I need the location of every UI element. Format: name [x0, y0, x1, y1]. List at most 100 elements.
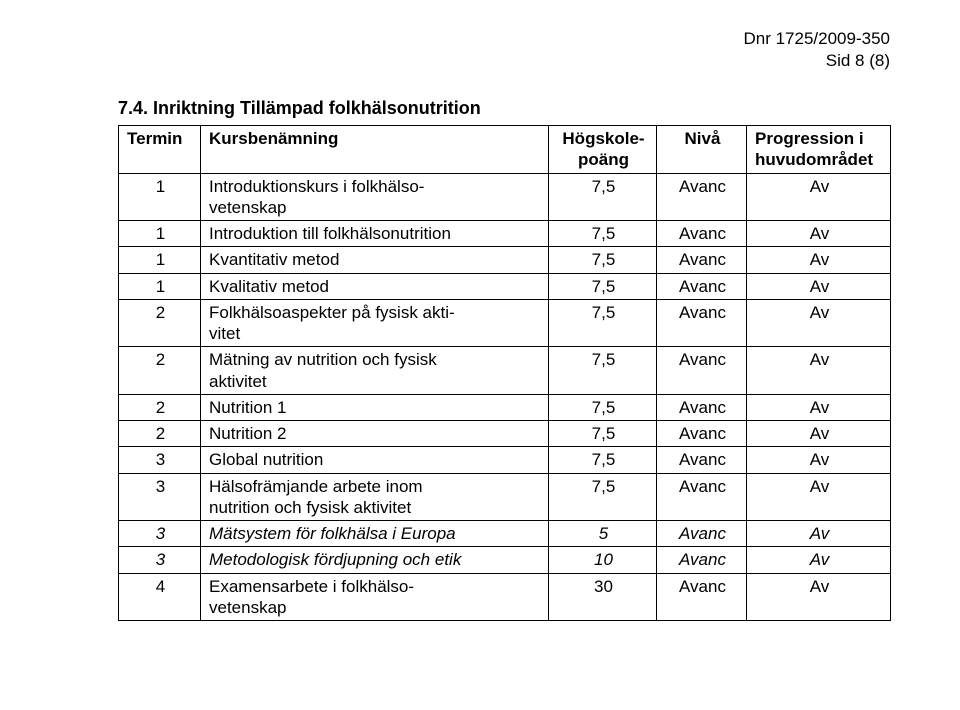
cell-poang: 7,5: [549, 273, 657, 299]
table-row: 2Folkhälsoaspekter på fysisk akti-vitet7…: [119, 299, 891, 347]
cell-progression: Av: [747, 447, 891, 473]
cell-kurs-line1: Introduktionskurs i folkhälso-: [209, 176, 542, 197]
page-number-label: Sid 8 (8): [118, 50, 890, 72]
table-row: 3 Metodologisk fördjupning och etik 10Avan…: [119, 547, 891, 573]
dnr-label: Dnr 1725/2009-350: [118, 28, 890, 50]
table-row: 1Introduktionskurs i folkhälso-vetenskap…: [119, 173, 891, 221]
table-row: 1 Kvalitativ metod 7,5AvancAv: [119, 273, 891, 299]
col-prog: Progression i huvudområdet: [747, 126, 891, 174]
table-body: 1Introduktionskurs i folkhälso-vetenskap…: [119, 173, 891, 621]
table-header-row: Termin Kursbenämning Högskole- poäng Niv…: [119, 126, 891, 174]
table-row: 3Hälsofrämjande arbete inomnutrition och…: [119, 473, 891, 521]
cell-niva: Avanc: [657, 173, 747, 221]
table-row: 1Kvantitativ metod7,5AvancAv: [119, 247, 891, 273]
cell-progression: Av: [747, 421, 891, 447]
cell-niva: Avanc: [657, 573, 747, 621]
cell-poang: 7,5: [549, 347, 657, 395]
col-poang-line2: poäng: [557, 149, 650, 170]
cell-kurs: Folkhälsoaspekter på fysisk akti-vitet: [201, 299, 549, 347]
cell-kurs-line1: Hälsofrämjande arbete inom: [209, 476, 542, 497]
cell-kurs: Mätsystem för folkhälsa i Europa: [201, 521, 549, 547]
cell-kurs-line1: Metodologisk fördjupning och etik: [209, 549, 542, 570]
cell-niva: Avanc: [657, 299, 747, 347]
table-row: 2Nutrition 27,5AvancAv: [119, 421, 891, 447]
cell-termin: 1: [119, 221, 201, 247]
document-page: Dnr 1725/2009-350 Sid 8 (8) 7.4. Inriktn…: [0, 0, 960, 710]
cell-poang: 7,5: [549, 394, 657, 420]
cell-kurs-line1: Kvantitativ metod: [209, 249, 542, 270]
cell-termin: 3: [119, 547, 201, 573]
cell-kurs-line1: Folkhälsoaspekter på fysisk akti-: [209, 302, 542, 323]
cell-termin: 1: [119, 247, 201, 273]
cell-niva: Avanc: [657, 447, 747, 473]
cell-kurs: Nutrition 2: [201, 421, 549, 447]
section-title: 7.4. Inriktning Tillämpad folkhälsonutri…: [118, 98, 890, 119]
col-niva: Nivå: [657, 126, 747, 174]
cell-poang: 7,5: [549, 173, 657, 221]
cell-termin: 4: [119, 573, 201, 621]
cell-termin: 2: [119, 421, 201, 447]
cell-termin: 1: [119, 273, 201, 299]
cell-niva: Avanc: [657, 273, 747, 299]
cell-kurs-line2: vetenskap: [209, 197, 542, 218]
col-poang-line1: Högskole-: [557, 128, 650, 149]
cell-niva: Avanc: [657, 247, 747, 273]
cell-poang: 5: [549, 521, 657, 547]
cell-kurs-line1: Nutrition 1: [209, 397, 542, 418]
cell-kurs-line2: vitet: [209, 323, 542, 344]
cell-progression: Av: [747, 221, 891, 247]
cell-progression: Av: [747, 473, 891, 521]
curriculum-table: Termin Kursbenämning Högskole- poäng Niv…: [118, 125, 891, 621]
col-poang: Högskole- poäng: [549, 126, 657, 174]
cell-kurs: Metodologisk fördjupning och etik: [201, 547, 549, 573]
cell-poang: 7,5: [549, 421, 657, 447]
table-row: 4Examensarbete i folkhälso-vetenskap30Av…: [119, 573, 891, 621]
cell-kurs-line2: aktivitet: [209, 371, 542, 392]
cell-progression: Av: [747, 247, 891, 273]
cell-progression: Av: [747, 547, 891, 573]
cell-poang: 7,5: [549, 473, 657, 521]
cell-kurs-line1: Examensarbete i folkhälso-: [209, 576, 542, 597]
cell-progression: Av: [747, 521, 891, 547]
cell-niva: Avanc: [657, 394, 747, 420]
header-right: Dnr 1725/2009-350 Sid 8 (8): [118, 28, 890, 72]
cell-termin: 2: [119, 394, 201, 420]
cell-kurs-line2: vetenskap: [209, 597, 542, 618]
cell-kurs: Nutrition 1: [201, 394, 549, 420]
cell-kurs: Introduktionskurs i folkhälso-vetenskap: [201, 173, 549, 221]
cell-kurs-line1: Mätning av nutrition och fysisk: [209, 349, 542, 370]
cell-kurs: Kvantitativ metod: [201, 247, 549, 273]
cell-termin: 3: [119, 521, 201, 547]
cell-progression: Av: [747, 573, 891, 621]
cell-termin: 3: [119, 473, 201, 521]
cell-poang: 7,5: [549, 299, 657, 347]
cell-poang: 7,5: [549, 221, 657, 247]
col-prog-line2: huvudområdet: [755, 149, 884, 170]
table-row: 3Mätsystem för folkhälsa i Europa5AvancA…: [119, 521, 891, 547]
cell-progression: Av: [747, 347, 891, 395]
cell-progression: Av: [747, 299, 891, 347]
cell-termin: 3: [119, 447, 201, 473]
cell-niva: Avanc: [657, 221, 747, 247]
cell-kurs-line1: Global nutrition: [209, 449, 542, 470]
cell-niva: Avanc: [657, 347, 747, 395]
cell-kurs: Mätning av nutrition och fysiskaktivitet: [201, 347, 549, 395]
section-number: 7.4.: [118, 98, 148, 118]
cell-poang: 7,5: [549, 447, 657, 473]
cell-kurs: Hälsofrämjande arbete inomnutrition och …: [201, 473, 549, 521]
cell-kurs-line1: Mätsystem för folkhälsa i Europa: [209, 523, 542, 544]
cell-kurs-line1: Kvalitativ metod: [209, 276, 542, 297]
cell-poang: 30: [549, 573, 657, 621]
table-row: 3 Global nutrition 7,5AvancAv: [119, 447, 891, 473]
table-row: 1 Introduktion till folkhälsonutrition 7,5…: [119, 221, 891, 247]
cell-kurs-line1: Introduktion till folkhälsonutrition: [209, 223, 542, 244]
col-termin: Termin: [119, 126, 201, 174]
cell-progression: Av: [747, 173, 891, 221]
cell-niva: Avanc: [657, 421, 747, 447]
cell-niva: Avanc: [657, 547, 747, 573]
cell-poang: 10: [549, 547, 657, 573]
cell-progression: Av: [747, 273, 891, 299]
cell-progression: Av: [747, 394, 891, 420]
cell-kurs: Introduktion till folkhälsonutrition: [201, 221, 549, 247]
cell-niva: Avanc: [657, 473, 747, 521]
